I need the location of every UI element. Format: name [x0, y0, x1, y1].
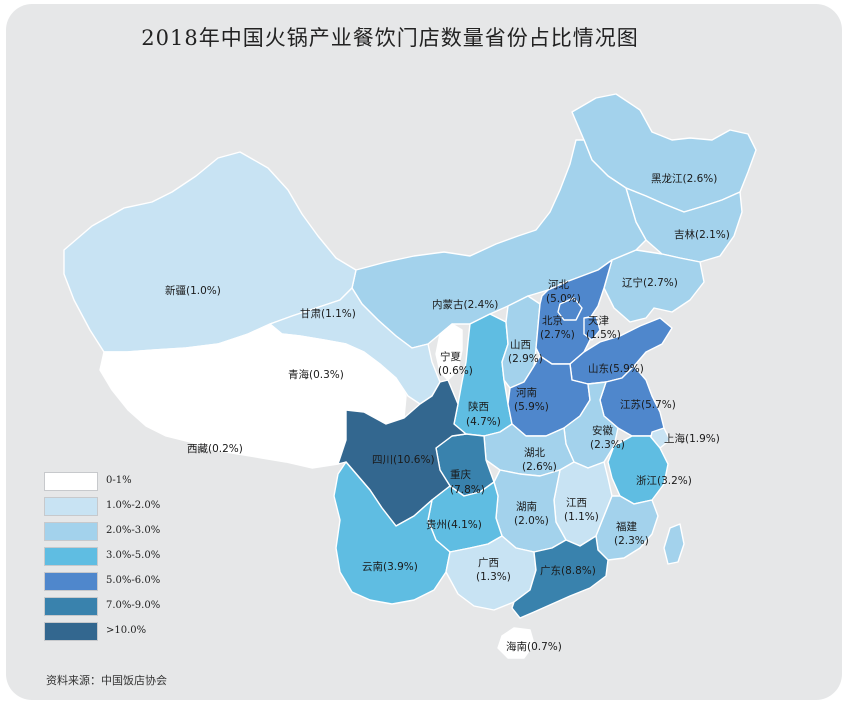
label-shanxi-name: 山西	[510, 339, 531, 351]
label-hebei-name: 河北	[548, 279, 569, 291]
label-hebei-value: (5.0%)	[546, 293, 581, 305]
label-henan-name: 河南	[516, 386, 537, 399]
legend-label: 1.0%-2.0%	[106, 500, 161, 511]
legend-swatch	[44, 572, 98, 591]
label-xizang: 西藏(0.2%)	[187, 443, 243, 455]
region-guangdong	[511, 535, 609, 619]
label-heilongjiang: 黑龙江(2.6%)	[651, 172, 717, 185]
label-hunan-value: (2.0%)	[514, 515, 549, 527]
legend-label: 5.0%-6.0%	[106, 575, 161, 586]
region-beijing	[557, 297, 583, 321]
label-ningxia-value: (0.6%)	[438, 365, 473, 377]
label-guangdong: 广东(8.8%)	[540, 564, 596, 577]
legend-label: 0-1%	[106, 475, 132, 486]
region-yunnan	[333, 461, 451, 605]
label-guangxi-value: (1.3%)	[476, 571, 511, 583]
label-tianjin-name: 天津	[588, 315, 609, 327]
label-xinjiang: 新疆(1.0%)	[165, 284, 221, 297]
legend-swatch	[44, 472, 98, 491]
label-beijing-name: 北京	[542, 314, 563, 327]
region-liaoning	[603, 249, 705, 323]
legend-label: 3.0%-5.0%	[106, 550, 161, 561]
label-guizhou: 贵州(4.1%)	[426, 518, 482, 531]
label-chongqing-value: (7.8%)	[450, 484, 485, 496]
label-beijing-value: (2.7%)	[540, 329, 575, 341]
label-jiangsu: 江苏(5.7%)	[620, 398, 676, 411]
label-jiangxi-name: 江西	[566, 497, 587, 509]
label-zhejiang: 浙江(3.2%)	[636, 475, 692, 487]
legend-swatch	[44, 597, 98, 616]
data-source-note: 资料来源：中国饭店协会	[46, 674, 167, 687]
label-yunnan: 云南(3.9%)	[362, 560, 418, 573]
legend-swatch	[44, 547, 98, 566]
label-anhui-value: (2.3%)	[590, 439, 625, 451]
label-fujian-name: 福建	[616, 520, 637, 533]
map-title: 2018年中国火锅产业餐饮门店数量省份占比情况图	[141, 26, 639, 50]
label-hunan-name: 湖南	[516, 500, 537, 513]
legend-label: >10.0%	[106, 625, 147, 636]
label-guangxi-name: 广西	[478, 557, 499, 569]
region-zhejiang	[607, 435, 669, 505]
label-chongqing-name: 重庆	[450, 468, 471, 481]
region-tianjin	[583, 315, 601, 341]
region-hainan	[497, 627, 535, 659]
label-neimenggu: 内蒙古(2.4%)	[432, 298, 498, 311]
label-hubei-value: (2.6%)	[522, 461, 557, 473]
label-gansu: 甘肃(1.1%)	[300, 307, 356, 320]
label-hubei-name: 湖北	[524, 447, 545, 459]
label-shanxi-value: (2.9%)	[508, 353, 543, 365]
label-shaanxi-name: 陕西	[468, 400, 489, 413]
legend-swatch	[44, 522, 98, 541]
label-ningxia-name: 宁夏	[440, 350, 461, 363]
region-ningxia	[435, 323, 463, 381]
label-shanghai: 上海(1.9%)	[664, 432, 720, 445]
label-hainan: 海南(0.7%)	[506, 640, 562, 653]
legend-swatch	[44, 497, 98, 516]
legend-swatch	[44, 622, 98, 641]
label-anhui-name: 安徽	[592, 424, 613, 437]
legend-label: 7.0%-9.0%	[106, 600, 161, 611]
label-shandong: 山东(5.9%)	[588, 362, 644, 375]
label-shaanxi-value: (4.7%)	[466, 416, 501, 428]
label-henan-value: (5.9%)	[514, 401, 549, 413]
label-fujian-value: (2.3%)	[614, 535, 649, 547]
region-jilin	[625, 187, 743, 263]
legend-label: 2.0%-3.0%	[106, 525, 161, 536]
label-jiangxi-value: (1.1%)	[564, 511, 599, 523]
label-tianjin-value: (1.5%)	[586, 329, 621, 341]
label-qinghai: 青海(0.3%)	[288, 368, 344, 381]
label-jilin: 吉林(2.1%)	[674, 228, 730, 241]
label-sichuan: 四川(10.6%)	[372, 454, 435, 466]
region-taiwan	[663, 523, 685, 565]
label-liaoning: 辽宁(2.7%)	[622, 276, 678, 289]
